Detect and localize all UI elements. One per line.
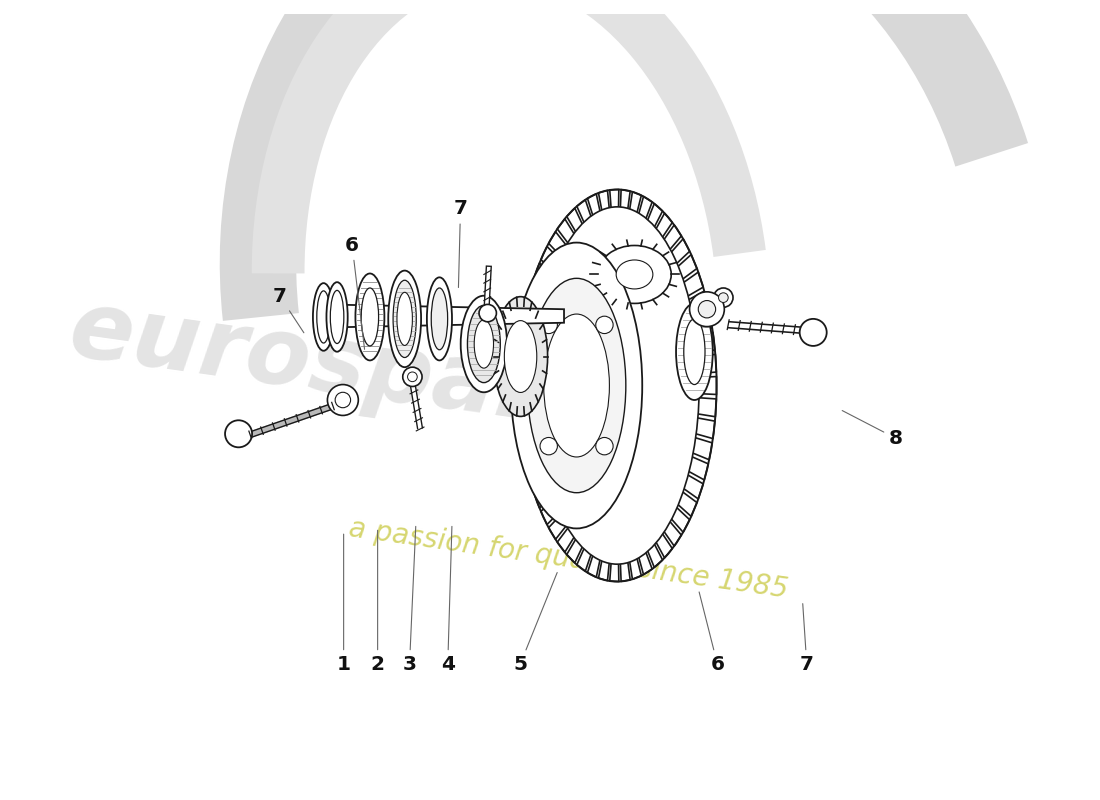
Circle shape <box>596 316 613 334</box>
Text: a passion for quality since 1985: a passion for quality since 1985 <box>348 514 790 604</box>
Ellipse shape <box>226 420 252 447</box>
Ellipse shape <box>468 306 500 382</box>
Ellipse shape <box>393 280 416 358</box>
Circle shape <box>540 316 558 334</box>
Ellipse shape <box>474 320 494 368</box>
Circle shape <box>336 392 351 408</box>
Ellipse shape <box>597 246 671 303</box>
Text: 7: 7 <box>453 199 468 287</box>
Ellipse shape <box>312 283 334 350</box>
Circle shape <box>540 438 558 455</box>
Ellipse shape <box>510 242 642 529</box>
Ellipse shape <box>355 274 384 361</box>
Text: 1: 1 <box>337 534 351 674</box>
Ellipse shape <box>427 278 452 361</box>
Text: 8: 8 <box>843 410 903 448</box>
Ellipse shape <box>543 314 609 457</box>
Ellipse shape <box>431 288 448 350</box>
Text: 6: 6 <box>345 236 364 350</box>
Ellipse shape <box>317 291 330 343</box>
Circle shape <box>800 319 827 346</box>
Text: 7: 7 <box>800 604 814 674</box>
Text: eurospares: eurospares <box>64 284 669 458</box>
Ellipse shape <box>397 292 412 346</box>
Circle shape <box>408 372 417 382</box>
Ellipse shape <box>327 282 348 352</box>
Text: 5: 5 <box>513 573 558 674</box>
Ellipse shape <box>684 319 705 385</box>
Ellipse shape <box>388 270 421 367</box>
Ellipse shape <box>461 296 507 392</box>
Circle shape <box>478 304 496 322</box>
Ellipse shape <box>494 297 548 417</box>
Circle shape <box>403 367 422 386</box>
Ellipse shape <box>328 385 359 415</box>
Circle shape <box>714 288 733 307</box>
Ellipse shape <box>676 303 713 400</box>
Ellipse shape <box>330 290 344 343</box>
Circle shape <box>718 293 728 302</box>
Ellipse shape <box>504 321 537 393</box>
Ellipse shape <box>535 207 700 564</box>
Text: 3: 3 <box>403 526 417 674</box>
Text: 7: 7 <box>273 286 304 333</box>
Circle shape <box>596 438 613 455</box>
Ellipse shape <box>616 260 653 289</box>
Text: 2: 2 <box>371 530 385 674</box>
Polygon shape <box>322 304 564 327</box>
Ellipse shape <box>518 190 716 582</box>
Text: 4: 4 <box>441 526 454 674</box>
Ellipse shape <box>698 301 716 318</box>
Text: 6: 6 <box>700 592 725 674</box>
Ellipse shape <box>690 292 724 326</box>
Ellipse shape <box>361 288 378 346</box>
Ellipse shape <box>527 278 626 493</box>
